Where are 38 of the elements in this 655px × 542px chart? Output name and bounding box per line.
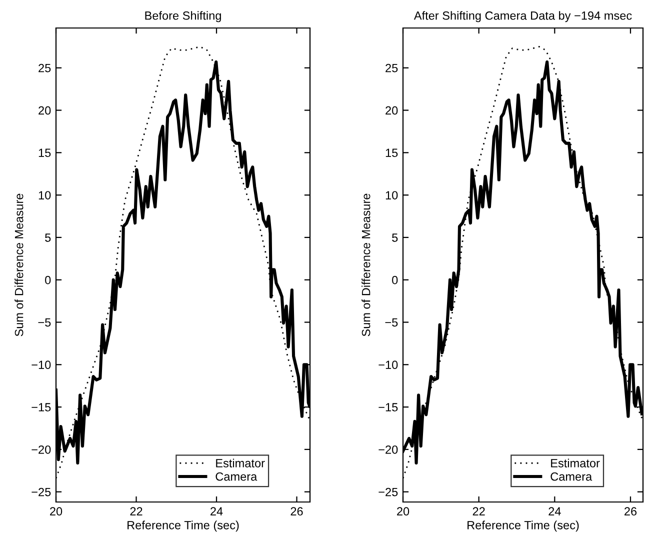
chart-title: Before Shifting bbox=[145, 11, 221, 22]
chart-title: After Shifting Camera Data by −194 msec bbox=[414, 11, 632, 22]
y-tick-label: 20 bbox=[386, 106, 398, 115]
y-tick-label: −15 bbox=[378, 403, 398, 412]
y-axis-title: Sum of Difference Measure bbox=[14, 194, 24, 336]
y-tick-label: 25 bbox=[386, 64, 398, 72]
x-axis-title: Reference Time (sec) bbox=[128, 520, 239, 532]
y-tick-label: 10 bbox=[386, 191, 398, 200]
y-tick-label: 5 bbox=[45, 234, 51, 242]
y-tick-label: −15 bbox=[32, 403, 51, 412]
y-tick-label: −10 bbox=[378, 360, 398, 370]
legend-label: Estimator bbox=[216, 458, 265, 468]
y-tick-label: 15 bbox=[38, 148, 51, 158]
y-tick-label: −25 bbox=[32, 488, 51, 496]
x-tick-label: 26 bbox=[624, 507, 637, 516]
y-tick-label: −20 bbox=[378, 445, 398, 454]
y-tick-label: 10 bbox=[38, 191, 51, 200]
y-tick-label: 0 bbox=[392, 276, 398, 284]
y-tick-label: −5 bbox=[38, 318, 51, 327]
legend-label: Camera bbox=[550, 472, 592, 481]
legend-label: Camera bbox=[216, 472, 258, 481]
y-axis-title: Sum of Difference Measure bbox=[362, 194, 370, 336]
x-tick-label: 22 bbox=[130, 507, 142, 516]
legend-label: Estimator bbox=[551, 458, 600, 468]
y-tick-label: −5 bbox=[385, 318, 398, 327]
y-tick-label: 25 bbox=[38, 64, 51, 72]
x-tick-label: 24 bbox=[210, 507, 223, 516]
x-tick-label: 26 bbox=[290, 507, 303, 516]
x-tick-label: 22 bbox=[472, 507, 485, 516]
y-tick-label: −20 bbox=[32, 445, 51, 454]
x-tick-label: 24 bbox=[548, 507, 561, 516]
y-tick-label: 20 bbox=[38, 106, 51, 115]
x-axis-title: Reference Time (sec) bbox=[468, 520, 579, 532]
y-tick-label: 5 bbox=[392, 234, 398, 242]
y-tick-label: 15 bbox=[386, 148, 398, 158]
y-tick-label: −25 bbox=[378, 488, 398, 496]
y-tick-label: −10 bbox=[32, 360, 51, 370]
y-tick-label: 0 bbox=[45, 276, 51, 284]
